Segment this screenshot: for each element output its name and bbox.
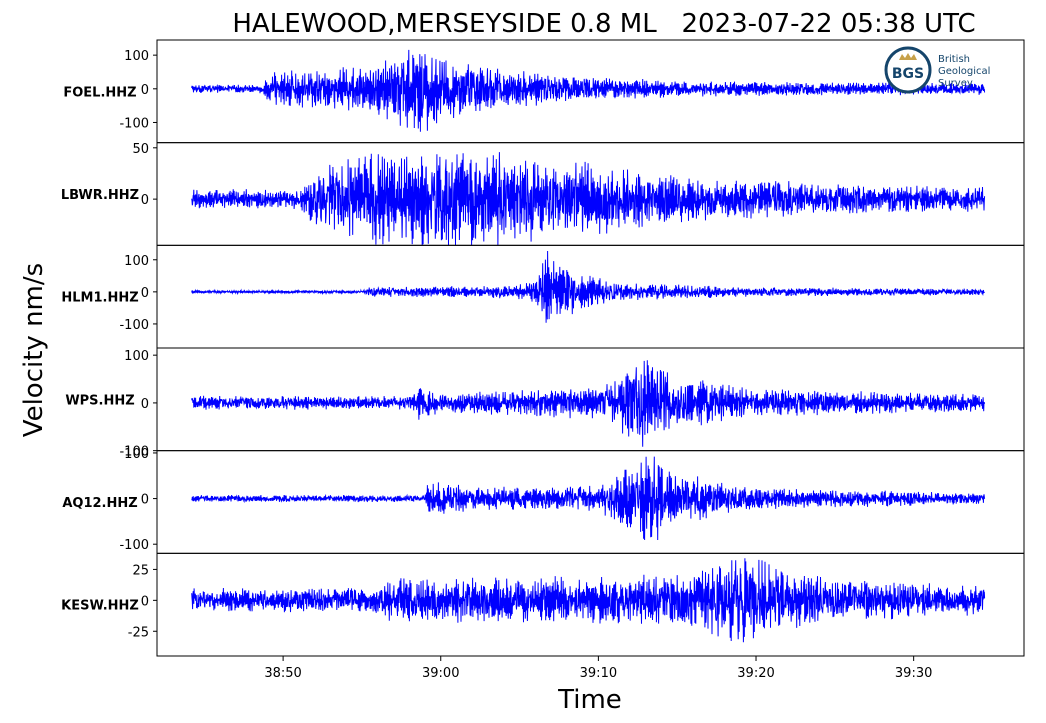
y-tick-label: 0 bbox=[141, 397, 149, 412]
waveform-kesw-hhz bbox=[191, 558, 986, 643]
y-tick-label: 50 bbox=[132, 142, 149, 157]
x-tick-label: 39:30 bbox=[895, 666, 932, 681]
y-tick-label: 0 bbox=[141, 594, 149, 609]
crown-icon bbox=[899, 53, 917, 60]
trace-panels: FOEL.HHZ1000-100LBWR.HHZ500HLM1.HHZ1000-… bbox=[61, 39, 1025, 657]
y-tick-label: 100 bbox=[124, 254, 149, 269]
y-tick-label: -25 bbox=[128, 625, 149, 640]
panel-aq12-hhz: AQ12.HHZ 100 0 -100 bbox=[62, 447, 1025, 554]
y-tick-label: 0 bbox=[141, 193, 149, 208]
logo-ring bbox=[884, 46, 932, 94]
y-tick-label: -100 bbox=[119, 318, 149, 333]
station-label: AQ12.HHZ bbox=[62, 496, 137, 511]
logo-name-line: Geological bbox=[938, 66, 990, 77]
y-tick-label: -100 bbox=[119, 445, 149, 460]
station-label: FOEL.HHZ bbox=[63, 85, 136, 100]
waveform-aq12-hhz bbox=[191, 456, 986, 541]
logo-abbr: BGS bbox=[892, 66, 924, 82]
panel-kesw-hhz: KESW.HHZ 25 0 -25 bbox=[61, 552, 1025, 657]
logo-name-line: British bbox=[938, 54, 970, 65]
x-tick-label: 39:00 bbox=[422, 666, 459, 681]
x-tick-label: 38:50 bbox=[264, 666, 301, 681]
y-axis-label: Velocity nm/s bbox=[19, 263, 49, 437]
x-axis-ticks: 38:50 39:00 39:10 39:20 39:30 bbox=[264, 656, 932, 681]
waveform-wps-hhz bbox=[191, 360, 986, 447]
waveform-hlm1-hhz bbox=[191, 250, 985, 323]
y-tick-label: 0 bbox=[141, 83, 149, 98]
station-label: LBWR.HHZ bbox=[61, 188, 139, 203]
y-tick-label: -100 bbox=[119, 116, 149, 131]
panel-frame bbox=[156, 552, 1025, 657]
panel-hlm1-hhz: HLM1.HHZ 100 0 -100 bbox=[61, 244, 1025, 349]
y-tick-label: 0 bbox=[141, 493, 149, 508]
waveform-foel-hhz bbox=[191, 49, 986, 132]
waveform-lbwr-hhz bbox=[191, 152, 986, 246]
panel-wps-hhz: WPS.HHZ 100 0 -100 bbox=[65, 347, 1025, 460]
x-tick-label: 39:10 bbox=[580, 666, 617, 681]
station-label: WPS.HHZ bbox=[65, 393, 134, 408]
y-tick-label: 100 bbox=[124, 349, 149, 364]
x-axis-label: Time bbox=[557, 685, 622, 715]
station-label: KESW.HHZ bbox=[61, 599, 139, 614]
x-tick-label: 39:20 bbox=[737, 666, 774, 681]
panel-lbwr-hhz: LBWR.HHZ 50 0 bbox=[61, 142, 1025, 246]
station-label: HLM1.HHZ bbox=[61, 291, 138, 306]
panel-foel-hhz: FOEL.HHZ 100 0 -100 bbox=[63, 39, 1025, 144]
logo-name-line: Survey bbox=[938, 78, 973, 89]
y-tick-label: 100 bbox=[124, 447, 149, 462]
chart-title: HALEWOOD,MERSEYSIDE 0.8 ML 2023-07-22 05… bbox=[232, 9, 975, 39]
y-tick-label: -100 bbox=[119, 538, 149, 553]
y-tick-label: 25 bbox=[132, 563, 149, 578]
y-tick-label: 100 bbox=[124, 49, 149, 64]
y-tick-label: 0 bbox=[141, 286, 149, 301]
